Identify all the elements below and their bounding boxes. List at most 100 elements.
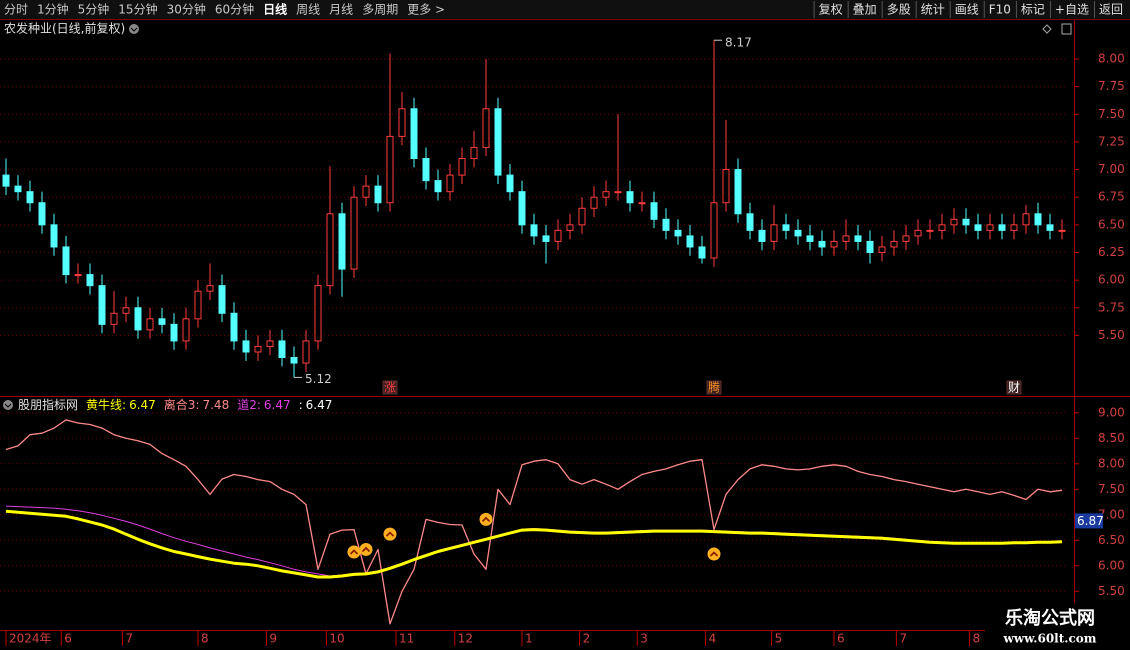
candle-body <box>1046 224 1054 231</box>
cursor-value-box <box>1075 513 1103 529</box>
event-badge <box>706 380 722 395</box>
y-tick-label: 7.50 <box>1098 482 1125 496</box>
panel-icon[interactable] <box>1061 23 1072 35</box>
signal-chevron <box>349 549 359 555</box>
candle-body <box>818 240 826 248</box>
candle-body <box>878 246 886 253</box>
y-tick-label: 5.50 <box>1098 328 1125 342</box>
x-tick-label: 7 <box>899 632 907 646</box>
candle-body <box>158 318 166 325</box>
candle-body <box>554 229 562 242</box>
toolbar-tab[interactable]: 1分钟 <box>37 2 69 17</box>
candle-body <box>938 224 946 231</box>
title-dropdown[interactable] <box>129 24 139 34</box>
event-badge <box>1006 380 1022 395</box>
toolbar-button[interactable]: 返回 <box>1099 3 1123 17</box>
legend-value: 6.47 <box>306 398 333 412</box>
x-tick-label: 1 <box>525 632 533 646</box>
candle-body <box>362 185 370 198</box>
candle-body <box>458 158 466 176</box>
candle-body <box>854 235 862 242</box>
toolbar-tab[interactable]: 5分钟 <box>78 2 110 17</box>
x-tick-label: 5 <box>775 632 783 646</box>
signal-chevron <box>361 546 371 553</box>
candle-body <box>170 323 178 342</box>
candle-body <box>182 318 190 342</box>
legend-sep: : <box>195 398 199 412</box>
toolbar-tab[interactable]: 更多 > <box>407 3 445 17</box>
candle-body <box>1022 213 1030 226</box>
legend-value: 7.48 <box>202 398 229 412</box>
y-tick-label: 6.00 <box>1098 273 1125 287</box>
candle-body <box>218 285 226 314</box>
y-tick-label: 6.50 <box>1098 217 1125 231</box>
event-label: 财 <box>1008 381 1020 395</box>
toolbar-tab[interactable]: 分时 <box>4 3 28 17</box>
toolbar-tab[interactable]: 日线 <box>263 2 287 17</box>
candle-body <box>662 218 670 231</box>
candle-body <box>278 340 286 359</box>
x-tick-label: 11 <box>399 632 414 646</box>
candle-body <box>974 224 982 231</box>
candle-body <box>758 229 766 242</box>
indicator-title: 股朋指标网 <box>18 397 78 412</box>
legend-sep: : <box>257 398 261 412</box>
candle-body <box>626 191 634 204</box>
x-tick-label: 4 <box>709 632 717 646</box>
indicator-line <box>5 419 1063 625</box>
x-tick-label: 2 <box>583 632 591 646</box>
toolbar-button[interactable]: 画线 <box>955 3 979 17</box>
candle-body <box>242 340 250 353</box>
toolbar-tab[interactable]: 多周期 <box>362 3 398 17</box>
candle-body <box>434 180 442 193</box>
candle-body <box>506 174 514 193</box>
candle-body <box>890 240 898 248</box>
y-tick-label: 8.50 <box>1098 431 1125 445</box>
candle-body <box>590 196 598 209</box>
y-tick-label: 8.00 <box>1098 456 1125 470</box>
toolbar-button[interactable]: +自选 <box>1055 3 1089 17</box>
toolbar-button[interactable]: F10 <box>989 3 1011 17</box>
toolbar-tab[interactable]: 月线 <box>329 3 353 17</box>
candle-body <box>14 185 22 193</box>
watermark-bg <box>985 603 1130 650</box>
signal-marker <box>359 542 373 556</box>
signal-chevron <box>385 531 395 537</box>
candle-body <box>530 224 538 237</box>
toolbar-button[interactable]: 多股 <box>887 3 911 17</box>
diamond-icon[interactable] <box>1042 24 1052 34</box>
x-tick-label: 6 <box>837 632 845 646</box>
legend-name: 离合3 <box>164 397 196 412</box>
candle-body <box>134 307 142 331</box>
candle-body <box>686 235 694 248</box>
x-tick-label: 3 <box>640 632 648 646</box>
toolbar-tab[interactable]: 60分钟 <box>215 2 254 17</box>
indicator-dropdown[interactable] <box>3 400 13 410</box>
candle-body <box>38 202 46 226</box>
toolbar-bg <box>0 0 1130 19</box>
toolbar-button[interactable]: 叠加 <box>853 3 877 17</box>
candle-body <box>638 202 646 205</box>
toolbar-button[interactable]: 复权 <box>819 3 843 17</box>
toolbar-tab[interactable]: 30分钟 <box>167 2 206 17</box>
signal-marker <box>383 527 397 541</box>
dropdown-chevron <box>130 27 138 32</box>
candle-body <box>422 158 430 182</box>
legend-sep: : <box>299 398 303 412</box>
candle-body <box>206 285 214 292</box>
candle-body <box>710 202 718 259</box>
candle-body <box>2 174 10 187</box>
candle-body <box>866 240 874 253</box>
event-badge <box>382 380 398 395</box>
y-tick-label: 5.75 <box>1098 300 1125 314</box>
toolbar-tab[interactable]: 周线 <box>296 3 320 17</box>
min-annotation: 5.12 <box>305 372 332 386</box>
toolbar-tab[interactable]: 15分钟 <box>118 2 157 17</box>
candle-body <box>950 218 958 226</box>
signal-marker <box>479 512 493 526</box>
candle-body <box>386 135 394 204</box>
toolbar-button[interactable]: 标记 <box>1021 3 1045 17</box>
x-tick-label: 8 <box>973 632 981 646</box>
toolbar-button[interactable]: 统计 <box>921 3 945 17</box>
candle-body <box>902 235 910 242</box>
